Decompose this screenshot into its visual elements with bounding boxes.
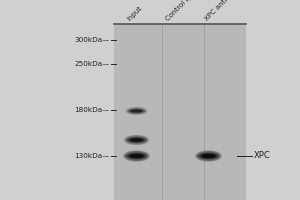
Ellipse shape xyxy=(128,108,146,114)
Ellipse shape xyxy=(196,151,221,161)
Ellipse shape xyxy=(196,150,221,162)
Ellipse shape xyxy=(124,151,149,161)
Ellipse shape xyxy=(125,107,148,115)
Ellipse shape xyxy=(124,150,149,162)
Ellipse shape xyxy=(127,108,146,114)
Ellipse shape xyxy=(126,152,147,160)
Text: Control IgG: Control IgG xyxy=(165,0,197,22)
Ellipse shape xyxy=(124,135,149,145)
Ellipse shape xyxy=(198,153,219,159)
Ellipse shape xyxy=(128,109,145,113)
Ellipse shape xyxy=(196,151,220,161)
Ellipse shape xyxy=(201,154,216,158)
Ellipse shape xyxy=(127,107,146,115)
Ellipse shape xyxy=(126,152,147,160)
Text: XPC antibody: XPC antibody xyxy=(204,0,242,22)
Ellipse shape xyxy=(126,136,147,144)
Ellipse shape xyxy=(124,135,149,145)
Ellipse shape xyxy=(126,107,147,115)
Ellipse shape xyxy=(198,152,219,160)
Ellipse shape xyxy=(127,137,146,143)
Ellipse shape xyxy=(124,151,148,161)
Text: XPC: XPC xyxy=(254,152,270,160)
Ellipse shape xyxy=(123,150,150,162)
Ellipse shape xyxy=(130,109,143,113)
Ellipse shape xyxy=(128,108,145,114)
Ellipse shape xyxy=(126,153,147,159)
Ellipse shape xyxy=(126,107,147,115)
Ellipse shape xyxy=(125,135,148,145)
Ellipse shape xyxy=(197,151,220,161)
Text: Input: Input xyxy=(126,5,143,22)
Text: 300kDa—: 300kDa— xyxy=(74,37,110,43)
Ellipse shape xyxy=(130,138,143,142)
Text: 250kDa—: 250kDa— xyxy=(74,61,110,67)
Ellipse shape xyxy=(125,151,148,161)
Text: 180kDa—: 180kDa— xyxy=(74,107,110,113)
Ellipse shape xyxy=(129,154,144,158)
Ellipse shape xyxy=(127,136,146,144)
Ellipse shape xyxy=(125,136,148,144)
Ellipse shape xyxy=(198,152,219,160)
Bar xyxy=(114,24,246,200)
Ellipse shape xyxy=(195,150,222,162)
Text: 130kDa—: 130kDa— xyxy=(74,153,110,159)
Ellipse shape xyxy=(126,136,147,144)
